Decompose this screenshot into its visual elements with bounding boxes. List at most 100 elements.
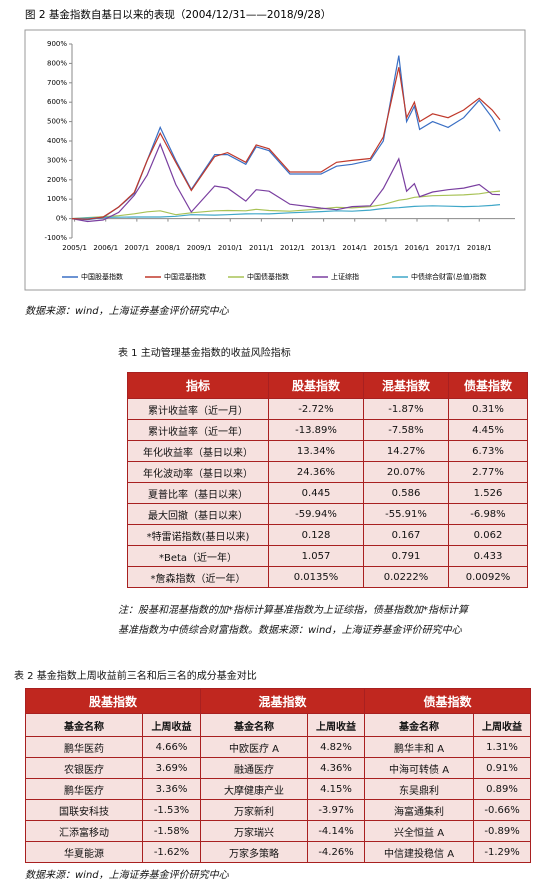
cell: 14.27% xyxy=(363,440,449,462)
header-cell: 上周收益 xyxy=(473,713,532,737)
series-line xyxy=(71,55,501,221)
chart-frame xyxy=(24,29,526,291)
source: 数据来源：wind，上海证券基金评价研究中心 xyxy=(25,870,229,881)
series-line xyxy=(71,67,501,220)
cell: -1.53% xyxy=(141,799,202,821)
cell: 4.66% xyxy=(141,736,202,758)
cell: 4.82% xyxy=(307,736,366,758)
cell: *特雷诺指数(基日以来) xyxy=(127,524,269,546)
cell: 0.445 xyxy=(268,482,364,504)
cell: -7.58% xyxy=(363,419,449,441)
group-cell: 混基指数 xyxy=(200,688,366,714)
row: 累计收益率（近一月） -2.72% -1.87% 0.31% xyxy=(127,398,528,420)
header-cell: 债基指数 xyxy=(448,372,528,399)
table-title: 表 2 基金指数上周收益前三名和后三名的成分基金对比 xyxy=(14,671,257,682)
note: 基准指数为中债综合财富指数。数据来源：wind，上海证券基金评价研究中心 xyxy=(118,625,462,636)
cell: 0.89% xyxy=(473,778,532,800)
cell: 海富通集利 xyxy=(364,799,475,821)
x-tick-label: 2012/1 xyxy=(280,244,305,252)
y-tick-label: 600% xyxy=(47,98,67,106)
cell: -0.66% xyxy=(473,799,532,821)
cell: 年化波动率（基日以来） xyxy=(127,461,269,483)
header-cell: 混基指数 xyxy=(363,372,449,399)
legend-label: 上证综指 xyxy=(331,272,359,281)
series-line xyxy=(71,204,501,220)
cell: 6.73% xyxy=(448,440,528,462)
chart: 图 2 基金指数自基日以来的表现（2004/12/31——2018/9/28） … xyxy=(24,8,526,291)
x-tick-label: 2006/1 xyxy=(93,244,118,252)
row: 华夏能源 -1.62% 万家多策略 -4.26% 中信建投稳信 A -1.29% xyxy=(25,841,532,863)
row: 鹏华医疗 3.36% 大摩健康产业 4.15% 东吴鼎利 0.89% xyxy=(25,778,532,800)
cell: *Beta（近一年） xyxy=(127,545,269,567)
y-tick-label: 200% xyxy=(47,176,67,184)
row: 夏普比率（基日以来） 0.445 0.586 1.526 xyxy=(127,482,528,504)
cell: 夏普比率（基日以来） xyxy=(127,482,269,504)
x-tick-label: 2018/1 xyxy=(467,244,492,252)
cell: 0.062 xyxy=(448,524,528,546)
cell: 东吴鼎利 xyxy=(364,778,475,800)
cell: 中欧医疗 A xyxy=(200,736,309,758)
source: 数据来源：wind，上海证券基金评价研究中心 xyxy=(25,306,229,317)
y-tick-label: 0% xyxy=(56,215,67,223)
x-tick-label: 2007/1 xyxy=(125,244,150,252)
cell: 汇添富移动 xyxy=(25,820,143,842)
header-cell: 上周收益 xyxy=(141,713,202,737)
cell: 20.07% xyxy=(363,461,449,483)
x-tick-label: 2008/1 xyxy=(156,244,181,252)
cell: 农银医疗 xyxy=(25,757,143,779)
cell: -59.94% xyxy=(268,503,364,525)
row: 鹏华医药 4.66% 中欧医疗 A 4.82% 鹏华丰和 A 1.31% xyxy=(25,736,532,758)
cell: 13.34% xyxy=(268,440,364,462)
cell: -0.89% xyxy=(473,820,532,842)
cell: 万家瑞兴 xyxy=(200,820,309,842)
x-tick-label: 2017/1 xyxy=(436,244,461,252)
cell: 1.31% xyxy=(473,736,532,758)
legend-label: 中国股基指数 xyxy=(81,272,123,281)
cell: 0.433 xyxy=(448,545,528,567)
cell: 1.526 xyxy=(448,482,528,504)
cell: -1.29% xyxy=(473,841,532,863)
cell: 0.91% xyxy=(473,757,532,779)
cell: 0.128 xyxy=(268,524,364,546)
legend-label: 中债综合财富(总值)指数 xyxy=(411,272,486,281)
header-cell: 基金名称 xyxy=(200,713,309,737)
cell: 融通医疗 xyxy=(200,757,309,779)
table: 股基指数 混基指数 债基指数 基金名称 上周收益 基金名称 上周收益 基金名称 上周收益 鹏华医药… xyxy=(24,688,532,863)
header-cell: 上周收益 xyxy=(307,713,366,737)
cell: 鹏华医药 xyxy=(25,736,143,758)
row: *特雷诺指数(基日以来) 0.128 0.167 0.062 xyxy=(127,524,528,546)
header-row: 基金名称 上周收益 基金名称 上周收益 基金名称 上周收益 xyxy=(25,713,532,737)
note: 注：股基和混基指数的加*指标计算基准指数为上证综指，债基指数加*指标计算 xyxy=(118,605,468,616)
cell: 中海可转债 A xyxy=(364,757,475,779)
y-tick-label: 900% xyxy=(47,40,67,48)
cell: 0.31% xyxy=(448,398,528,420)
legend-label: 中国混基指数 xyxy=(164,272,206,281)
cell: -4.14% xyxy=(307,820,366,842)
cell: 累计收益率（近一年） xyxy=(127,419,269,441)
cell: 中信建投稳信 A xyxy=(364,841,475,863)
table-title: 表 1 主动管理基金指数的收益风险指标 xyxy=(118,348,291,359)
cell: -13.89% xyxy=(268,419,364,441)
y-tick-label: 500% xyxy=(47,118,67,126)
cell: 国联安科技 xyxy=(25,799,143,821)
cell: 大摩健康产业 xyxy=(200,778,309,800)
legend-label: 中国债基指数 xyxy=(247,272,289,281)
cell: 0.0222% xyxy=(363,566,449,588)
chart-title: 图 2 基金指数自基日以来的表现（2004/12/31——2018/9/28） xyxy=(25,8,331,21)
row: 最大回撤（基日以来） -59.94% -55.91% -6.98% xyxy=(127,503,528,525)
cell: 2.77% xyxy=(448,461,528,483)
header-row: 指标 股基指数 混基指数 债基指数 xyxy=(127,372,528,399)
x-tick-label: 2016/1 xyxy=(405,244,430,252)
header-cell: 基金名称 xyxy=(25,713,143,737)
x-tick-label: 2011/1 xyxy=(249,244,274,252)
cell: 最大回撤（基日以来） xyxy=(127,503,269,525)
cell: 4.15% xyxy=(307,778,366,800)
cell: 4.36% xyxy=(307,757,366,779)
x-tick-label: 2014/1 xyxy=(342,244,367,252)
header-cell: 指标 xyxy=(127,372,269,399)
group-row: 股基指数 混基指数 债基指数 xyxy=(24,688,532,714)
header-cell: 基金名称 xyxy=(364,713,475,737)
cell: -4.26% xyxy=(307,841,366,863)
cell: *詹森指数（近一年） xyxy=(127,566,269,588)
cell: 年化收益率（基日以来） xyxy=(127,440,269,462)
